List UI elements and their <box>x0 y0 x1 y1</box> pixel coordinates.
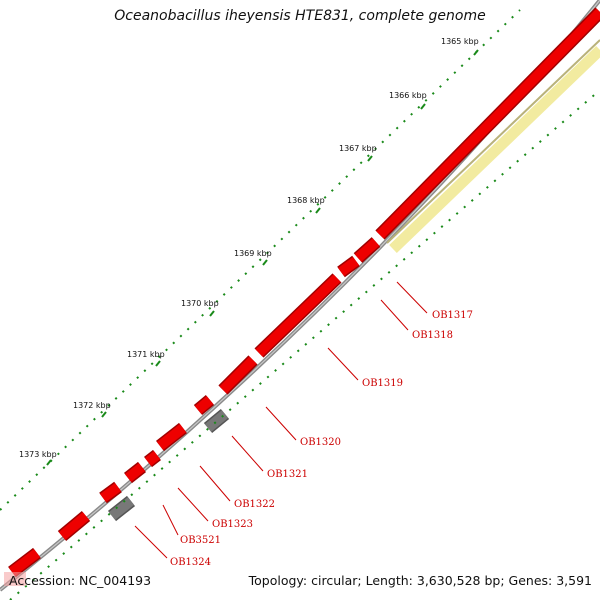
accession-text: Accession: NC_004193 <box>9 573 152 588</box>
gene-label: OB1319 <box>362 378 403 389</box>
gene-ob3521[interactable] <box>123 461 147 484</box>
gene-ob1320[interactable] <box>218 355 258 395</box>
tick-labels: 1365 kbp 1366 kbp 1367 kbp 1368 kbp 1369… <box>19 37 479 466</box>
tick-label: 1372 kbp <box>73 401 111 410</box>
gene-label: OB1318 <box>412 330 453 341</box>
feature-highlight <box>4 572 26 586</box>
inner-tick-ring <box>9 89 600 600</box>
gene-ob1319-b[interactable] <box>254 273 342 358</box>
tick-label: 1367 kbp <box>339 144 377 153</box>
tick-label: 1370 kbp <box>181 299 219 308</box>
gene-label: OB1324 <box>170 557 211 568</box>
gene-segment-lower-2[interactable] <box>8 547 41 578</box>
gene-segment-lower-1[interactable] <box>57 511 91 541</box>
gene-label: OB1317 <box>432 310 473 321</box>
outer-tick-ring <box>0 9 521 511</box>
gene-label: OB1322 <box>234 499 275 510</box>
gene-ob1321[interactable] <box>193 395 215 415</box>
gene-ob1318[interactable] <box>353 237 381 263</box>
map-title: Oceanobacillus iheyensis HTE831, complet… <box>114 8 486 24</box>
feature-band <box>389 46 600 253</box>
tick-label: 1368 kbp <box>287 196 325 205</box>
gene-label: OB1321 <box>267 469 308 480</box>
tick-label: 1366 kbp <box>389 91 427 100</box>
gene-label: OB1323 <box>212 519 253 530</box>
gene-ob1323[interactable] <box>144 449 161 468</box>
gene-ob1319-a[interactable] <box>337 255 360 278</box>
gene-label: OB1320 <box>300 437 341 448</box>
gene-label: OB3521 <box>180 535 221 546</box>
gene-labels: OB1317 OB1318 OB1319 OB1320 OB1321 OB132… <box>134 281 473 568</box>
gene-track <box>8 7 600 578</box>
tick-label: 1371 kbp <box>127 350 165 359</box>
tick-label: 1369 kbp <box>234 249 272 258</box>
gene-ob1324[interactable] <box>99 481 122 504</box>
tick-label: 1373 kbp <box>19 450 57 459</box>
gene-ob1317[interactable] <box>375 7 600 240</box>
gene-ob1324-rna[interactable] <box>107 495 136 522</box>
tick-label: 1365 kbp <box>441 37 479 46</box>
gene-ob1322[interactable] <box>155 422 188 452</box>
genome-stats-text: Topology: circular; Length: 3,630,528 bp… <box>248 573 592 588</box>
